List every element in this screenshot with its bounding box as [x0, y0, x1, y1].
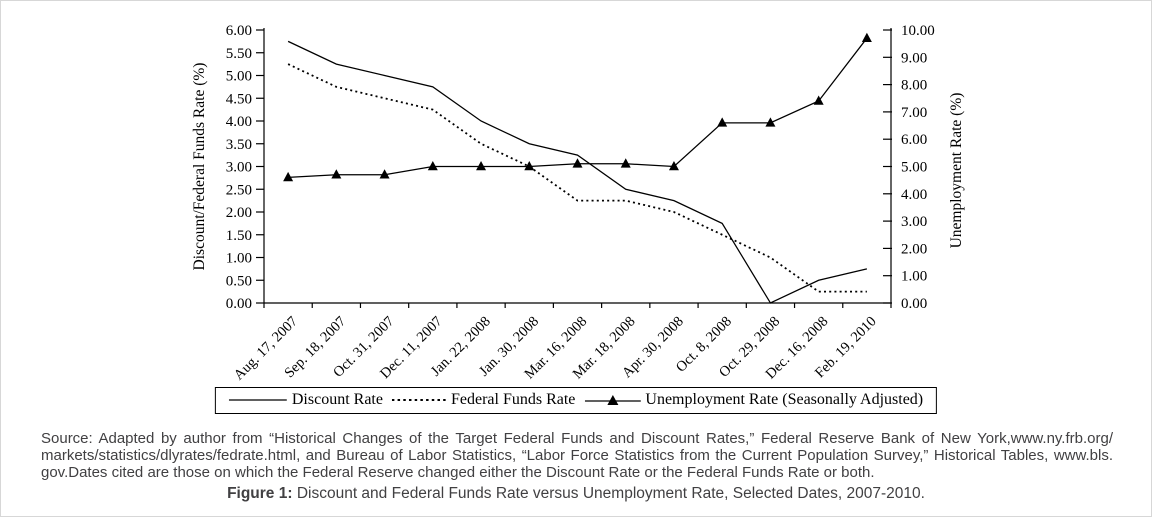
source-line: Source: Adapted by author from “Historic…	[41, 430, 1113, 447]
svg-text:5.00: 5.00	[901, 160, 927, 176]
svg-text:4.00: 4.00	[226, 114, 252, 130]
source-line: markets/statistics/dlyrates/fedrate.html…	[41, 447, 1113, 464]
svg-text:8.00: 8.00	[901, 78, 927, 94]
chart-legend: Discount Rate Federal Funds Rate Unemplo…	[214, 387, 938, 414]
svg-text:3.00: 3.00	[226, 160, 252, 176]
legend-item-federal-funds-rate: Federal Funds Rate	[391, 391, 576, 409]
svg-text:0.00: 0.00	[226, 296, 252, 312]
svg-text:3.50: 3.50	[226, 137, 252, 153]
svg-text:9.00: 9.00	[901, 50, 927, 66]
legend-item-discount-rate: Discount Rate	[228, 391, 383, 409]
legend-item-unemployment-rate: Unemployment Rate (Seasonally Adjusted)	[584, 391, 923, 409]
source-line: gov.Dates cited are those on which the F…	[41, 464, 875, 481]
svg-text:5.00: 5.00	[226, 69, 252, 85]
figure-caption: Figure 1: Discount and Federal Funds Rat…	[1, 485, 1151, 503]
svg-text:Discount/Federal Funds Rate (%: Discount/Federal Funds Rate (%)	[191, 63, 208, 271]
svg-text:1.50: 1.50	[226, 228, 252, 244]
svg-text:4.00: 4.00	[901, 187, 927, 203]
svg-text:10.00: 10.00	[901, 23, 935, 39]
svg-text:3.00: 3.00	[901, 214, 927, 230]
svg-text:6.00: 6.00	[901, 132, 927, 148]
source-note: Source: Adapted by author from “Historic…	[41, 430, 1113, 481]
svg-text:0.00: 0.00	[901, 296, 927, 312]
solid-line-icon	[228, 399, 287, 401]
triangle-line-icon	[584, 395, 641, 405]
svg-text:7.00: 7.00	[901, 105, 927, 121]
svg-text:0.50: 0.50	[226, 273, 252, 289]
legend-label: Discount Rate	[291, 391, 383, 408]
svg-text:1.00: 1.00	[226, 251, 252, 267]
legend-label: Unemployment Rate (Seasonally Adjusted)	[645, 391, 924, 408]
rate-chart-svg: 0.00 0.50 1.00 1.50 2.00 2.50 3.00 3.50 4.00 4.50…	[191, 23, 965, 384]
svg-text:2.00: 2.00	[901, 241, 927, 257]
svg-text:6.00: 6.00	[226, 23, 252, 39]
svg-text:5.50: 5.50	[226, 46, 252, 62]
dotted-line-icon	[391, 399, 446, 401]
caption-prefix: Figure 1:	[227, 485, 293, 502]
svg-text:Unemployment Rate (%): Unemployment Rate (%)	[948, 93, 965, 249]
legend-label: Federal Funds Rate	[450, 391, 576, 408]
caption-text: Discount and Federal Funds Rate versus U…	[292, 485, 925, 502]
svg-text:4.50: 4.50	[226, 91, 252, 107]
svg-text:1.00: 1.00	[901, 269, 927, 285]
svg-text:2.50: 2.50	[226, 182, 252, 198]
svg-text:2.00: 2.00	[226, 205, 252, 221]
